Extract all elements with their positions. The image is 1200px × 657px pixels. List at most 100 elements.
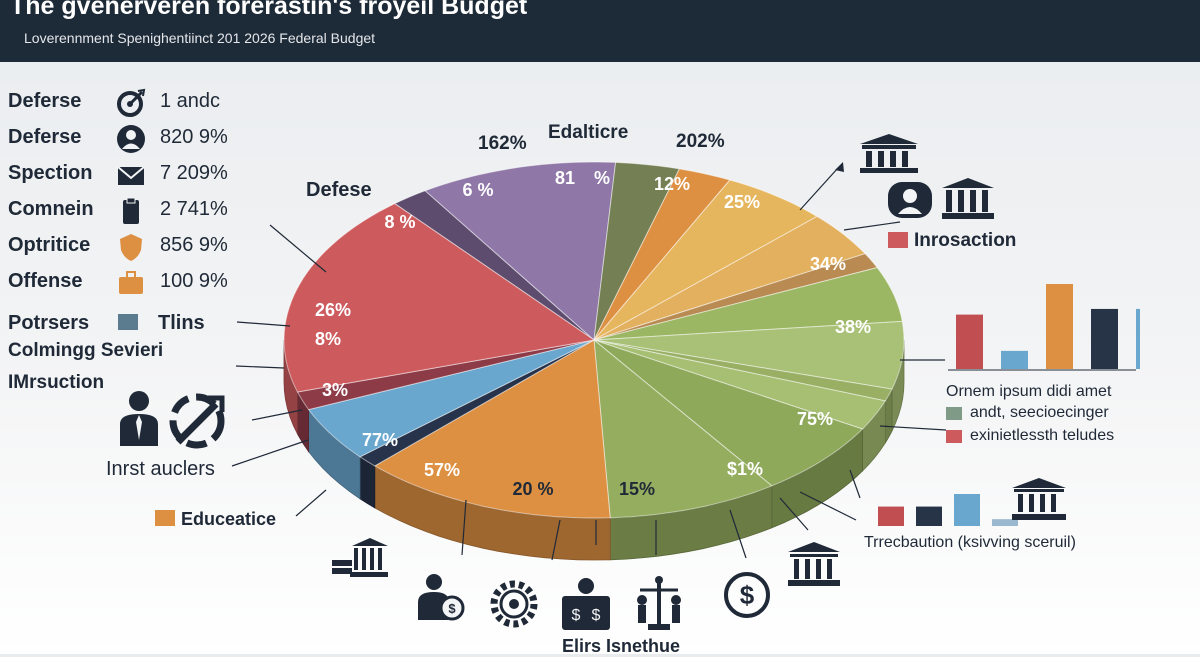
pie-slice — [593, 339, 887, 430]
bar — [1136, 308, 1140, 369]
page-title: The gvenerveren forerastin's froyeil Bud… — [10, 0, 528, 20]
tools-icon — [169, 393, 225, 449]
pie-slice — [593, 339, 864, 487]
cash-stack-icon — [332, 538, 388, 577]
pie-slice-label: 57% — [424, 460, 460, 480]
legend-row: Optritice 856 9% — [8, 230, 248, 266]
dollar-coin-icon: $ — [724, 572, 770, 618]
pie-slice-label: 15% — [619, 479, 655, 499]
money-bag-icon: $ $ — [562, 578, 610, 630]
briefcase-icon — [119, 271, 143, 294]
arrow-head — [835, 162, 844, 172]
pie-slice — [424, 161, 617, 342]
legend-label: Deferse — [8, 126, 82, 148]
label-inrst: Inrst auclers — [106, 458, 215, 480]
justice-icon — [637, 576, 681, 630]
pie-depth — [283, 339, 905, 561]
legend-swatch-icon — [946, 407, 962, 420]
orange-square-icon — [155, 510, 175, 526]
bar — [992, 519, 1018, 526]
square-icon — [118, 314, 138, 330]
svg-text:$: $ — [740, 580, 755, 610]
bank-building-icon — [788, 542, 840, 586]
person-dollar-icon: $ — [418, 574, 465, 621]
legend-row: Comnein 2 741% — [8, 194, 248, 230]
government-building-icon — [1012, 478, 1066, 520]
legend-value: 7 209% — [160, 162, 228, 184]
envelope-icon — [117, 166, 145, 185]
legend-row: Spection 7 209% — [8, 158, 248, 194]
pie-slice-label: 81 — [555, 168, 575, 188]
pie-slice — [593, 267, 903, 341]
pie-slice-label: 12% — [654, 174, 690, 194]
bar — [1001, 350, 1028, 369]
pie-slice — [307, 339, 595, 458]
label-imrsuction: IMrsuction — [8, 372, 105, 393]
pie-slice-label: 38% — [835, 317, 871, 337]
legend-value: 856 9% — [160, 234, 228, 256]
pie-slice-label: 8% — [315, 329, 341, 349]
legend-row: Deferse 1 andc — [8, 86, 248, 122]
target-icon — [117, 88, 146, 117]
label-edalticre: Edalticre — [548, 122, 629, 143]
caption-1: Ornem ipsum didi amet — [946, 383, 1112, 400]
bank-icon — [860, 134, 918, 173]
legend-value: 820 9% — [160, 126, 228, 148]
pie-labels: 8 % 6 % 81% 12% 25% 34% 38% 75% $1% 20 % 15% 77% 57%… — [315, 168, 871, 499]
person-icon — [117, 125, 145, 153]
pie-slice-label: 20 % — [512, 479, 553, 499]
pie-slice — [593, 161, 681, 341]
businessman-icon — [120, 391, 158, 446]
pie-slice-label: % — [594, 168, 610, 188]
pie-slice — [593, 179, 819, 341]
label-202: 202% — [676, 131, 725, 152]
header-bar: The gvenerveren forerastin's froyeil Bud… — [0, 0, 1200, 62]
svg-text:$: $ — [592, 607, 601, 624]
left-legend: Deferse 1 andc Deferse 820 9% Spection 7… — [8, 86, 248, 302]
pie-slice-label: 34% — [810, 254, 846, 274]
pie-slice — [593, 338, 773, 519]
caption-2: andt, seecioecinger — [970, 404, 1109, 421]
legend-value: 100 9% — [160, 270, 228, 292]
bar — [878, 506, 904, 526]
bar-chart-2 — [878, 494, 1018, 526]
user-badge-icon — [888, 182, 932, 218]
legend-label: Comnein — [8, 198, 94, 220]
legend-row: Offense 100 9% — [8, 266, 248, 302]
label-colmingg: Colmingg Sevieri — [8, 340, 164, 361]
pie-slice — [373, 339, 611, 519]
label-educeatice: Educeatice — [181, 509, 277, 529]
leader-lines — [231, 167, 947, 561]
pie-slice-label: 77% — [362, 430, 398, 450]
bottom-caption: Trrecbaution (ksivving sceruil) — [864, 534, 1076, 551]
pie-slice-label: 26% — [315, 300, 351, 320]
pie-slice — [593, 215, 867, 341]
legend-label: Optritice — [8, 234, 91, 256]
red-square-icon — [888, 232, 908, 248]
legend-value: 1 andc — [160, 90, 221, 112]
pie-slices — [283, 161, 905, 519]
label-tlins: Tlins — [158, 312, 205, 334]
label-162: 162% — [478, 133, 527, 154]
bar — [916, 506, 942, 526]
pie-slice-label: 8 % — [384, 212, 415, 232]
gear-icon — [490, 580, 538, 628]
bottom-text: Elirs Isnethue — [562, 636, 681, 656]
bar — [956, 314, 983, 369]
legend-swatch-icon — [946, 430, 962, 443]
legend-value: 2 741% — [160, 198, 228, 220]
svg-text:$: $ — [448, 601, 456, 616]
pie-slice-label: 25% — [724, 192, 760, 212]
label-potrsers: Potrsers — [8, 312, 90, 334]
bar-chart-1 — [948, 284, 1140, 371]
label-inrosaction: Inrosaction — [914, 230, 1017, 251]
pie-slice — [593, 320, 905, 390]
page-subtitle: Loverennment Spenighentiinct 201 2026 Fe… — [24, 30, 376, 46]
pie-slice-label: 3% — [322, 380, 348, 400]
pie-slice-label: 6 % — [462, 180, 493, 200]
bar — [1091, 308, 1118, 369]
label-defese: Defese — [306, 179, 372, 201]
legend-label: Deferse — [8, 90, 82, 112]
pie-slice-label: 75% — [797, 409, 833, 429]
